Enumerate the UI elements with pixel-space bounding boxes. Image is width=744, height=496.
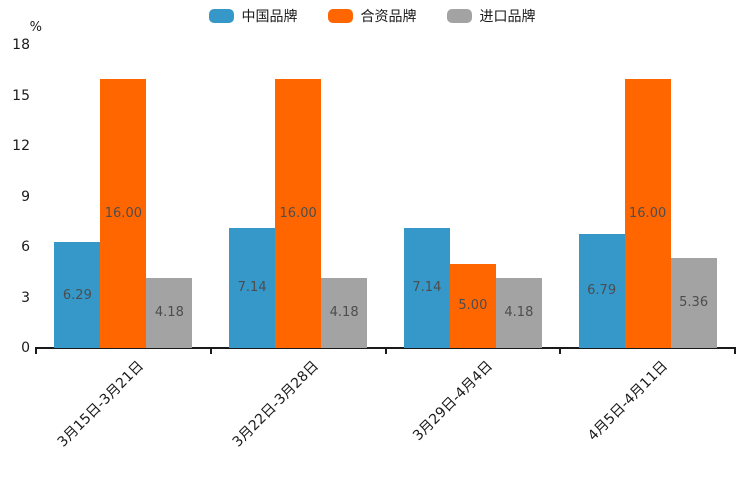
y-tick-label: 12 — [12, 138, 30, 154]
y-tick-label: 18 — [12, 37, 30, 53]
y-tick-label: 9 — [21, 188, 30, 205]
bar: 4.18 — [146, 277, 193, 348]
x-axis-line — [35, 347, 736, 349]
y-tick-label: 15 — [12, 87, 30, 104]
legend-swatch — [446, 9, 472, 23]
bar-value-label: 5.00 — [458, 298, 488, 314]
x-axis-label: 4月5日-4月11日 — [585, 358, 672, 445]
bar-value-label: 6.29 — [62, 287, 92, 303]
bar-value-label: 7.14 — [237, 280, 267, 296]
y-tick-label: 6 — [21, 239, 30, 255]
x-axis-tick — [734, 349, 736, 354]
bar: 16.00 — [624, 78, 671, 348]
x-axis-label: 3月15日-3月21日 — [54, 358, 147, 451]
bar: 5.36 — [670, 257, 717, 348]
bar: 16.00 — [100, 78, 147, 348]
bar: 16.00 — [275, 78, 322, 348]
x-axis-tick — [384, 349, 387, 354]
x-axis-label: 3月22日-3月28日 — [229, 358, 322, 451]
bar: 7.14 — [403, 227, 450, 348]
bar-value-label: 16.00 — [104, 205, 142, 221]
bar-value-label: 16.00 — [279, 205, 317, 221]
x-axis-tick — [209, 349, 212, 354]
bar: 4.18 — [321, 277, 368, 348]
legend-item: 中国品牌 — [208, 6, 298, 26]
y-axis-unit-label: % — [29, 20, 42, 35]
bar: 7.14 — [229, 227, 276, 348]
bar-value-label: 7.14 — [412, 280, 442, 296]
x-axis-tick — [35, 349, 37, 354]
legend-label: 进口品牌 — [479, 9, 536, 25]
bar-value-label: 4.18 — [504, 305, 534, 321]
chart-legend: 中国品牌 合资品牌 进口品牌 — [0, 6, 744, 26]
y-tick-label: 3 — [21, 289, 30, 306]
bar-value-label: 5.36 — [679, 295, 709, 311]
legend-label: 中国品牌 — [241, 9, 298, 25]
legend-label: 合资品牌 — [360, 9, 417, 25]
y-tick-label: 0 — [21, 340, 30, 356]
legend-item: 进口品牌 — [446, 6, 536, 26]
bar: 6.79 — [578, 233, 625, 348]
x-axis-tick — [559, 349, 562, 354]
legend-swatch — [327, 9, 353, 23]
bar-value-label: 16.00 — [629, 205, 667, 221]
x-axis-label: 3月29日-4月4日 — [410, 358, 497, 445]
bar-value-label: 6.79 — [587, 283, 617, 299]
legend-swatch — [208, 9, 234, 23]
bar-value-label: 4.18 — [329, 305, 359, 321]
bar: 4.18 — [495, 277, 542, 348]
bar: 5.00 — [449, 263, 496, 348]
bar: 6.29 — [54, 242, 101, 348]
bar-value-label: 4.18 — [154, 305, 184, 321]
legend-item: 合资品牌 — [327, 6, 417, 26]
